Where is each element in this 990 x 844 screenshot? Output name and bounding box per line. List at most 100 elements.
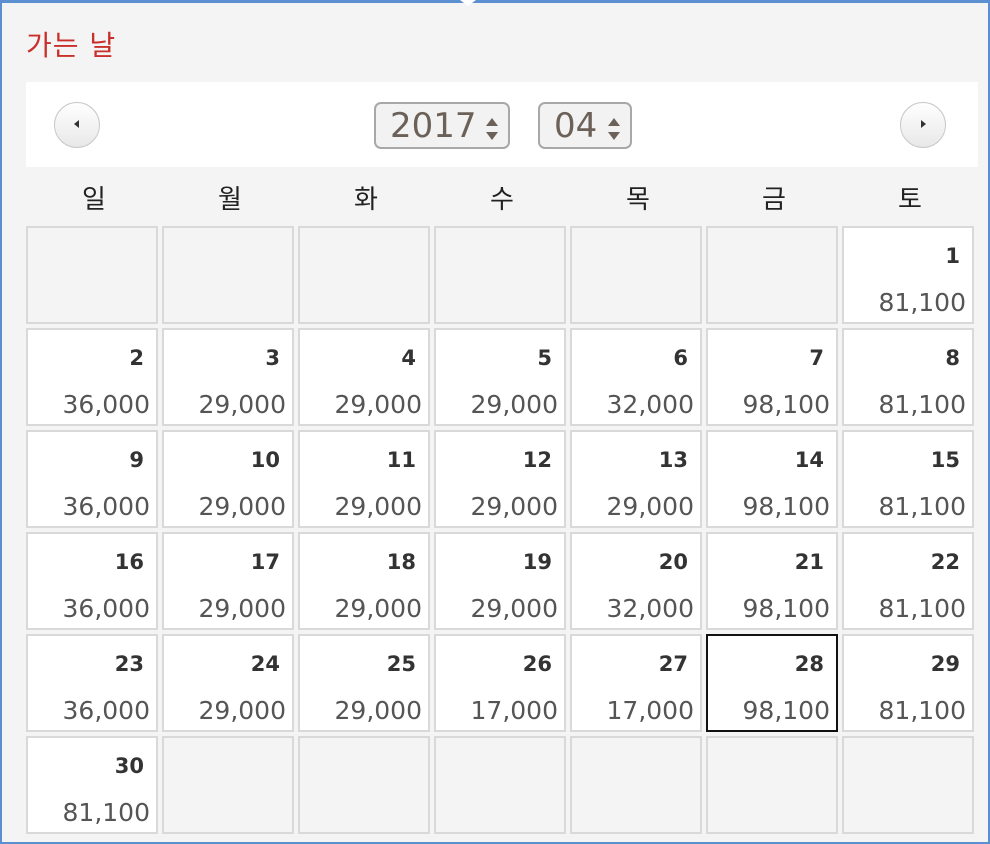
day-price: 29,000 — [334, 594, 422, 623]
empty-day-cell — [298, 226, 430, 324]
day-price: 36,000 — [62, 492, 150, 521]
day-price: 98,100 — [742, 390, 830, 419]
day-number: 8 — [945, 346, 960, 370]
day-number: 20 — [658, 550, 688, 574]
day-number: 26 — [522, 652, 552, 676]
next-month-button[interactable] — [900, 102, 946, 148]
calendar-title: 가는 날 — [26, 29, 117, 62]
weekday-label: 화 — [354, 184, 378, 215]
day-number: 21 — [794, 550, 824, 574]
empty-day-cell — [570, 736, 702, 834]
weekday-label: 금 — [762, 184, 786, 215]
day-number: 9 — [129, 448, 144, 472]
popup-top-border — [2, 0, 990, 6]
day-cell[interactable]: 10 29,000 — [162, 430, 294, 528]
day-number: 16 — [114, 550, 144, 574]
year-select[interactable]: 2017 — [374, 102, 510, 149]
day-number: 13 — [658, 448, 688, 472]
day-price: 81,100 — [878, 390, 966, 419]
day-number: 27 — [658, 652, 688, 676]
day-price: 29,000 — [198, 696, 286, 725]
day-price: 81,100 — [62, 798, 150, 827]
triangle-right-icon — [916, 116, 930, 135]
day-cell[interactable]: 11 29,000 — [298, 430, 430, 528]
day-cell[interactable]: 26 17,000 — [434, 634, 566, 732]
empty-day-cell — [706, 736, 838, 834]
day-cell[interactable]: 22 81,100 — [842, 532, 974, 630]
day-cell[interactable]: 15 81,100 — [842, 430, 974, 528]
day-cell[interactable]: 25 29,000 — [298, 634, 430, 732]
day-cell[interactable]: 1 81,100 — [842, 226, 974, 324]
day-cell-selected[interactable]: 28 98,100 — [706, 634, 838, 732]
day-cell[interactable]: 17 29,000 — [162, 532, 294, 630]
day-number: 25 — [386, 652, 416, 676]
day-number: 10 — [250, 448, 280, 472]
day-price: 29,000 — [470, 594, 558, 623]
day-cell[interactable]: 8 81,100 — [842, 328, 974, 426]
day-price: 98,100 — [742, 594, 830, 623]
day-price: 29,000 — [198, 492, 286, 521]
day-price: 29,000 — [470, 492, 558, 521]
day-cell[interactable]: 4 29,000 — [298, 328, 430, 426]
weekday-label: 일 — [82, 184, 106, 215]
day-number: 22 — [930, 550, 960, 574]
day-price: 29,000 — [198, 390, 286, 419]
day-cell[interactable]: 3 29,000 — [162, 328, 294, 426]
weekday-label: 토 — [898, 184, 922, 215]
day-number: 1 — [945, 244, 960, 268]
day-cell[interactable]: 29 81,100 — [842, 634, 974, 732]
day-cell[interactable]: 6 32,000 — [570, 328, 702, 426]
triangle-left-icon — [70, 116, 84, 135]
day-cell[interactable]: 19 29,000 — [434, 532, 566, 630]
weekday-header: 일 월 화 수 목 금 토 — [26, 168, 978, 226]
empty-day-cell — [842, 736, 974, 834]
day-cell[interactable]: 20 32,000 — [570, 532, 702, 630]
day-price: 32,000 — [606, 594, 694, 623]
day-cell[interactable]: 30 81,100 — [26, 736, 158, 834]
day-number: 28 — [794, 652, 824, 676]
day-number: 2 — [129, 346, 144, 370]
day-cell[interactable]: 18 29,000 — [298, 532, 430, 630]
day-cell[interactable]: 27 17,000 — [570, 634, 702, 732]
empty-day-cell — [298, 736, 430, 834]
day-cell[interactable]: 9 36,000 — [26, 430, 158, 528]
day-price: 36,000 — [62, 594, 150, 623]
day-number: 6 — [673, 346, 688, 370]
month-select[interactable]: 04 — [538, 102, 632, 149]
empty-day-cell — [26, 226, 158, 324]
day-number: 30 — [114, 754, 144, 778]
up-down-arrows-icon — [606, 112, 622, 140]
day-number: 24 — [250, 652, 280, 676]
day-price: 29,000 — [470, 390, 558, 419]
empty-day-cell — [434, 226, 566, 324]
day-cell[interactable]: 7 98,100 — [706, 328, 838, 426]
empty-day-cell — [706, 226, 838, 324]
day-number: 14 — [794, 448, 824, 472]
day-cell[interactable]: 14 98,100 — [706, 430, 838, 528]
weekday-label: 목 — [626, 184, 650, 215]
day-number: 19 — [522, 550, 552, 574]
month-value: 04 — [554, 105, 598, 146]
day-cell[interactable]: 16 36,000 — [26, 532, 158, 630]
day-cell[interactable]: 21 98,100 — [706, 532, 838, 630]
day-cell[interactable]: 13 29,000 — [570, 430, 702, 528]
day-cell[interactable]: 23 36,000 — [26, 634, 158, 732]
day-price: 81,100 — [878, 288, 966, 317]
empty-day-cell — [570, 226, 702, 324]
day-cell[interactable]: 12 29,000 — [434, 430, 566, 528]
day-number: 17 — [250, 550, 280, 574]
previous-month-button[interactable] — [54, 102, 100, 148]
day-cell[interactable]: 24 29,000 — [162, 634, 294, 732]
day-cell[interactable]: 2 36,000 — [26, 328, 158, 426]
weekday-label: 수 — [490, 184, 514, 215]
day-price: 98,100 — [742, 696, 830, 725]
day-price: 81,100 — [878, 594, 966, 623]
day-number: 18 — [386, 550, 416, 574]
day-number: 11 — [386, 448, 416, 472]
year-value: 2017 — [390, 105, 477, 146]
day-cell[interactable]: 5 29,000 — [434, 328, 566, 426]
day-price: 17,000 — [606, 696, 694, 725]
up-down-arrows-icon — [484, 112, 500, 140]
popup-pointer — [460, 0, 476, 6]
